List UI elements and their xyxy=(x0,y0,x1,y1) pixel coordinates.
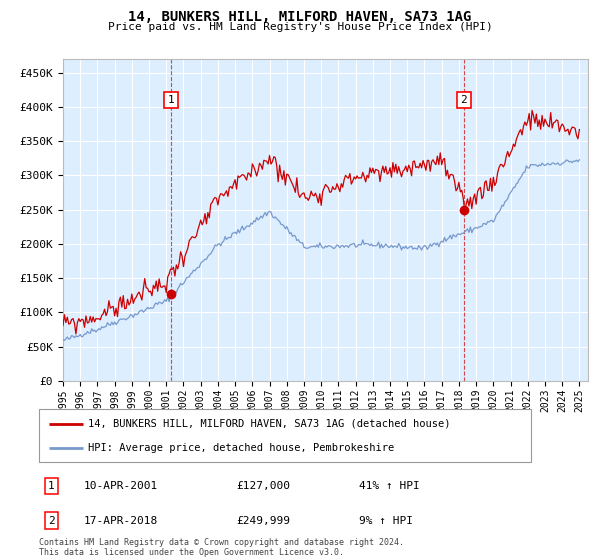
Text: 14, BUNKERS HILL, MILFORD HAVEN, SA73 1AG: 14, BUNKERS HILL, MILFORD HAVEN, SA73 1A… xyxy=(128,10,472,24)
Text: 10-APR-2001: 10-APR-2001 xyxy=(83,480,158,491)
Text: 9% ↑ HPI: 9% ↑ HPI xyxy=(359,516,413,525)
Text: 14, BUNKERS HILL, MILFORD HAVEN, SA73 1AG (detached house): 14, BUNKERS HILL, MILFORD HAVEN, SA73 1A… xyxy=(88,419,451,429)
Text: Contains HM Land Registry data © Crown copyright and database right 2024.
This d: Contains HM Land Registry data © Crown c… xyxy=(39,538,404,557)
Text: 2: 2 xyxy=(461,95,467,105)
Text: 17-APR-2018: 17-APR-2018 xyxy=(83,516,158,525)
Text: 2: 2 xyxy=(48,516,55,525)
Text: 1: 1 xyxy=(48,480,55,491)
Text: 1: 1 xyxy=(167,95,175,105)
Text: £249,999: £249,999 xyxy=(236,516,290,525)
Text: 41% ↑ HPI: 41% ↑ HPI xyxy=(359,480,419,491)
Text: £127,000: £127,000 xyxy=(236,480,290,491)
Text: HPI: Average price, detached house, Pembrokeshire: HPI: Average price, detached house, Pemb… xyxy=(88,443,394,453)
Text: Price paid vs. HM Land Registry's House Price Index (HPI): Price paid vs. HM Land Registry's House … xyxy=(107,22,493,32)
